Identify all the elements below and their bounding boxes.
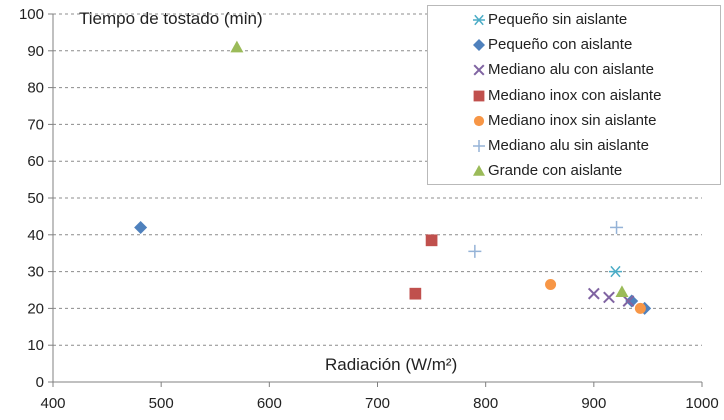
- data-point: [468, 244, 482, 258]
- y-tick-label: 10: [27, 337, 44, 354]
- legend-marker-icon: [473, 165, 485, 176]
- data-point: [625, 294, 639, 308]
- axes: [48, 13, 703, 387]
- x-axis-label: Radiación (W/m²): [325, 355, 457, 374]
- y-tick-label: 30: [27, 264, 44, 281]
- data-point: [134, 220, 148, 234]
- y-tick-label: 20: [27, 300, 44, 317]
- legend-marker-icon: [473, 90, 485, 101]
- data-point: [603, 291, 615, 304]
- y-axis-label: Tiempo de tostado (min): [79, 9, 263, 28]
- legend-label: Grande con aislante: [488, 162, 623, 180]
- data-points: [134, 40, 652, 315]
- y-tick-labels: 0 10 20 30 40 50 60 70 80 90 100: [19, 6, 44, 391]
- y-tick-label: 50: [27, 190, 44, 207]
- x-tick-label: 900: [581, 395, 606, 412]
- legend-entry: Mediano alu sin aislante: [428, 134, 720, 159]
- legend-label: Pequeño sin aislante: [488, 11, 628, 28]
- y-tick-label: 80: [27, 80, 44, 97]
- data-point: [608, 265, 622, 278]
- legend-label: Mediano inox sin aislante: [488, 111, 657, 129]
- data-point: [545, 278, 557, 291]
- y-tick-label: 70: [27, 116, 44, 133]
- data-point: [409, 287, 422, 300]
- data-point: [610, 220, 624, 234]
- x-tick-labels: 400 500 600 700 800 900 1000: [40, 395, 718, 412]
- legend-marker-icon: [473, 39, 485, 52]
- x-tick-label: 800: [473, 395, 498, 412]
- data-point: [587, 287, 600, 300]
- y-tick-label: 60: [27, 153, 44, 170]
- x-tick-label: 600: [257, 395, 282, 412]
- legend-entry: Mediano inox sin aislante: [428, 109, 720, 134]
- x-tick-label: 700: [365, 395, 390, 412]
- data-point: [615, 285, 629, 298]
- legend-entry: Grande con aislante: [428, 159, 720, 184]
- chart-legend: Pequeño sin aislante Pequeño con aislante…: [427, 5, 721, 185]
- legend-entry: Mediano inox con aislante: [428, 84, 720, 109]
- legend-label: Mediano alu con aislante: [488, 61, 654, 79]
- y-tick-label: 90: [27, 43, 44, 60]
- x-tick-label: 400: [40, 395, 65, 412]
- legend-entry: Pequeño sin aislante: [428, 8, 720, 33]
- legend-label: Mediano alu sin aislante: [488, 137, 649, 154]
- x-tick-label: 1000: [685, 395, 718, 412]
- data-point: [425, 234, 438, 247]
- data-point: [622, 295, 635, 307]
- legend-marker-icon: [473, 64, 485, 76]
- data-point: [230, 40, 244, 53]
- x-tick-label: 500: [149, 395, 174, 412]
- legend-label: Pequeño con aislante: [488, 36, 633, 54]
- legend-marker-icon: [473, 140, 485, 152]
- legend-label: Mediano inox con aislante: [488, 86, 662, 104]
- legend-entry: Pequeño con aislante: [428, 33, 720, 58]
- y-tick-label: 0: [36, 374, 44, 391]
- data-point: [634, 302, 646, 314]
- legend-marker-icon: [473, 115, 485, 126]
- y-tick-label: 40: [27, 227, 44, 244]
- y-tick-label: 100: [19, 6, 44, 23]
- legend-marker-icon: [473, 14, 485, 26]
- legend-entry: Mediano alu con aislante: [428, 58, 720, 83]
